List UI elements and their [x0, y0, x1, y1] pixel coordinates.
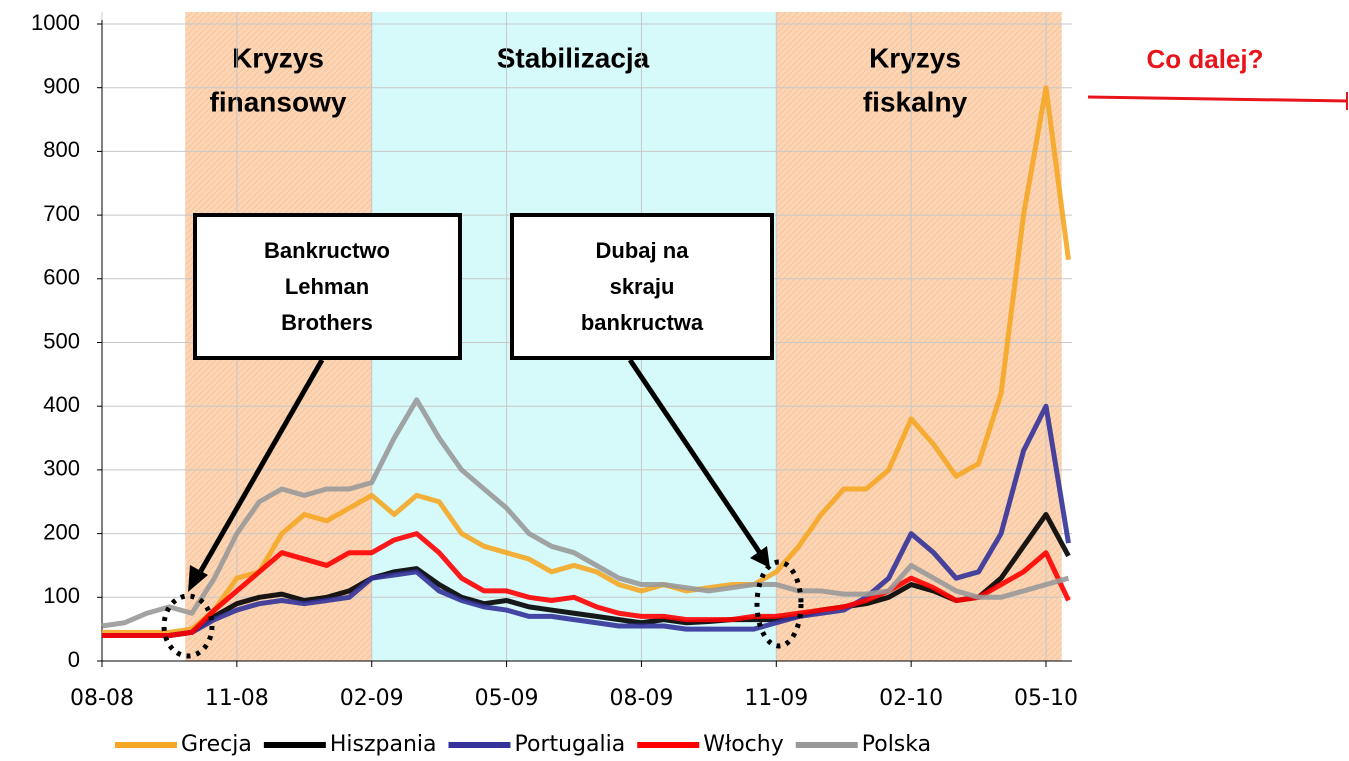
outlook-arrow [1087, 95, 1349, 103]
y-tick-label: 800 [43, 137, 80, 162]
annotation-text: Brothers [281, 310, 373, 335]
y-tick-label: 700 [43, 201, 80, 226]
x-tick-label: 08-08 [70, 686, 134, 711]
arrowhead [188, 565, 208, 592]
annotation-text: skraju [610, 274, 675, 299]
arrow [195, 358, 325, 578]
period-label: Kryzys [232, 42, 324, 73]
period-label: Stabilizacja [497, 42, 650, 73]
x-tick-label: 11-08 [205, 686, 269, 711]
period-band [776, 12, 1062, 661]
period-label: Kryzys [869, 42, 961, 73]
annotation-text: Lehman [285, 274, 369, 299]
annotations: Co dalej? Bankructwo Lehman Brothers Dubaj … [161, 44, 1349, 659]
period-label: fiskalny [863, 86, 968, 117]
series-line [101, 397, 1070, 629]
period-label: finansowy [210, 86, 347, 117]
legend-label: Grecja [181, 732, 252, 757]
legend-label: Włochy [703, 732, 784, 757]
x-tick-label: 08-09 [609, 686, 673, 711]
x-tick-label: 05-09 [475, 686, 539, 711]
y-tick-label: 0 [68, 647, 80, 672]
series-line [102, 511, 1071, 639]
y-tick-label: 900 [43, 74, 80, 99]
annotation-box [510, 213, 774, 360]
annotation-text: Dubaj na [596, 238, 690, 263]
legend-label: Portugalia [515, 732, 626, 757]
annotation-text: Bankructwo [264, 238, 390, 263]
legend-label: Polska [862, 732, 931, 757]
annotation-text: bankructwa [581, 310, 704, 335]
legend-label: Hiszpania [330, 732, 437, 757]
arrow [627, 358, 763, 555]
y-tick-label: 1000 [31, 10, 80, 35]
y-tick-label: 600 [43, 265, 80, 290]
x-tick-label: 02-09 [340, 686, 404, 711]
highlight-ellipse [754, 559, 804, 649]
series-line [102, 531, 1071, 639]
x-tick-label: 11-09 [744, 686, 808, 711]
y-tick-label: 500 [43, 328, 80, 353]
x-tick-label: 05-10 [1014, 686, 1078, 711]
arrowhead [750, 546, 770, 568]
annotation-box [193, 213, 462, 360]
x-tick-label: 02-10 [879, 686, 943, 711]
highlight-ellipse [161, 593, 215, 659]
outlook-text: Co dalej? [1146, 44, 1263, 74]
y-tick-label: 200 [43, 519, 80, 544]
series-line [102, 403, 1071, 639]
y-tick-label: 300 [43, 456, 80, 481]
y-tick-label: 100 [43, 583, 80, 608]
y-tick-label: 400 [43, 392, 80, 417]
